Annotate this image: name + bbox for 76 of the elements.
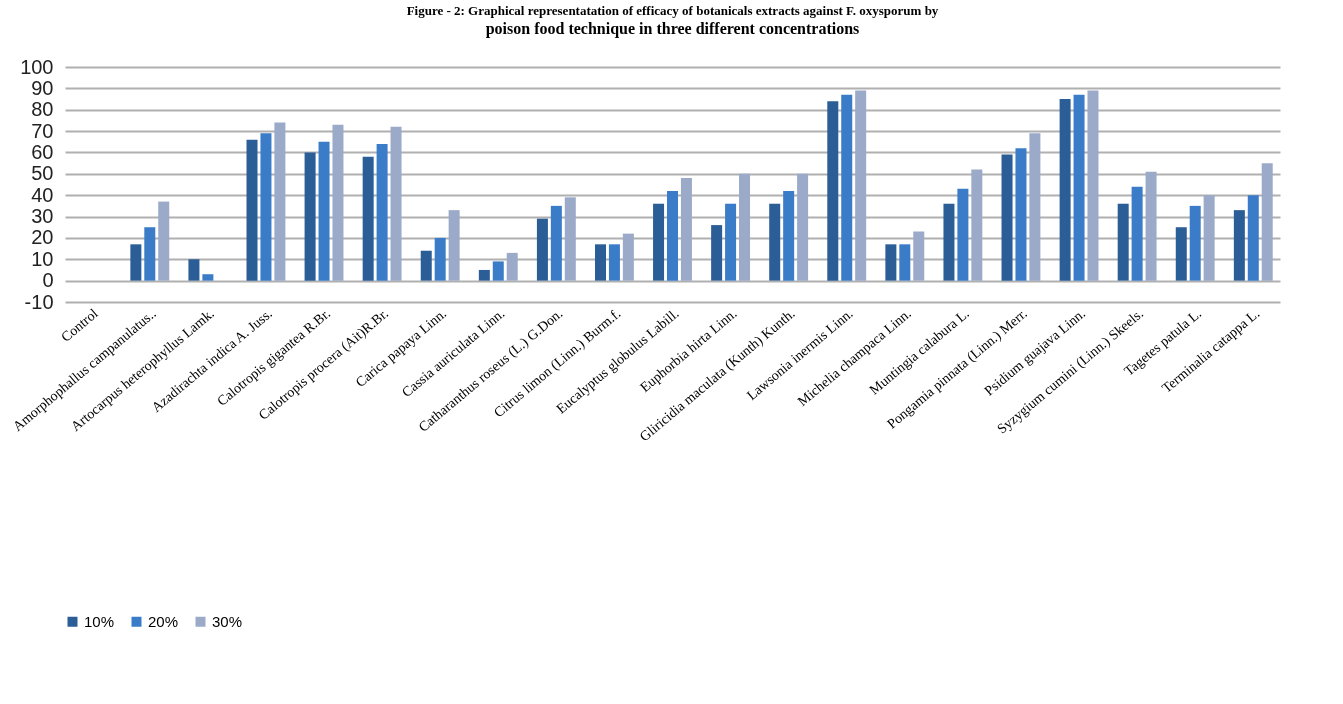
bar bbox=[1059, 99, 1071, 281]
bar bbox=[1145, 171, 1157, 281]
y-tick-label: 20 bbox=[31, 226, 54, 249]
chart-subtitle: poison food technique in three different concentrations bbox=[485, 20, 860, 38]
bar bbox=[362, 156, 374, 281]
y-tick-label: 90 bbox=[31, 76, 54, 99]
bar bbox=[622, 233, 634, 281]
bar bbox=[260, 133, 272, 281]
bar bbox=[434, 237, 446, 281]
bar bbox=[1117, 203, 1129, 281]
bar bbox=[318, 141, 330, 281]
y-tick-label: 0 bbox=[42, 269, 54, 292]
bar bbox=[448, 210, 460, 281]
bar bbox=[971, 169, 983, 281]
legend-label: 10% bbox=[84, 612, 115, 630]
bar bbox=[667, 190, 678, 281]
chart-title: Figure - 2: Graphical representatation of efficacy of botanicals extracts against F. oxysporum by bbox=[406, 3, 939, 18]
bar bbox=[550, 205, 562, 281]
bar bbox=[202, 274, 214, 281]
bar bbox=[188, 259, 200, 281]
bar bbox=[855, 90, 867, 281]
y-tick-label: 70 bbox=[31, 119, 54, 142]
bar bbox=[1029, 133, 1041, 281]
bar bbox=[680, 178, 692, 281]
bar bbox=[246, 139, 258, 281]
bar bbox=[420, 250, 432, 281]
bar bbox=[492, 261, 504, 281]
bar bbox=[564, 197, 576, 281]
bar bbox=[769, 203, 781, 281]
bar bbox=[725, 203, 737, 281]
bar bbox=[1233, 210, 1245, 281]
bar bbox=[608, 244, 620, 281]
bar bbox=[1261, 163, 1273, 281]
bar bbox=[1203, 195, 1215, 281]
bar bbox=[913, 231, 925, 281]
bar bbox=[478, 269, 490, 281]
bar bbox=[594, 244, 606, 281]
bar bbox=[376, 143, 388, 281]
bar bbox=[506, 252, 518, 281]
y-tick-label: 60 bbox=[31, 140, 54, 163]
legend-label: 20% bbox=[148, 612, 179, 630]
y-tick-label: -10 bbox=[24, 290, 54, 313]
bar bbox=[1001, 154, 1013, 281]
bar bbox=[536, 218, 548, 281]
bar bbox=[1175, 227, 1187, 281]
y-tick-label: 10 bbox=[31, 247, 54, 270]
bar bbox=[1131, 186, 1143, 281]
bar bbox=[739, 173, 751, 281]
bar bbox=[653, 203, 665, 281]
legend-label: 30% bbox=[212, 612, 243, 630]
bar bbox=[1087, 90, 1099, 281]
bar bbox=[957, 188, 969, 281]
bar bbox=[144, 227, 156, 281]
bar bbox=[783, 190, 795, 281]
bar bbox=[1247, 195, 1259, 281]
bar bbox=[797, 173, 809, 281]
bar bbox=[885, 244, 897, 281]
bar bbox=[711, 225, 723, 281]
bar bbox=[943, 203, 955, 281]
bar bbox=[827, 101, 839, 281]
bar bbox=[899, 244, 911, 281]
bar bbox=[1073, 94, 1085, 281]
bar bbox=[390, 126, 402, 281]
y-tick-label: 50 bbox=[31, 162, 54, 185]
y-tick-label: 80 bbox=[31, 98, 54, 121]
y-tick-label: 100 bbox=[20, 55, 54, 78]
bar bbox=[332, 124, 344, 281]
bar bbox=[1189, 205, 1201, 281]
y-tick-label: 30 bbox=[31, 205, 54, 228]
bar bbox=[130, 244, 142, 281]
bar bbox=[841, 94, 853, 281]
y-tick-label: 40 bbox=[31, 183, 54, 206]
bar bbox=[304, 152, 316, 281]
bar bbox=[1015, 148, 1027, 281]
bar bbox=[274, 122, 286, 281]
bar bbox=[158, 201, 170, 281]
